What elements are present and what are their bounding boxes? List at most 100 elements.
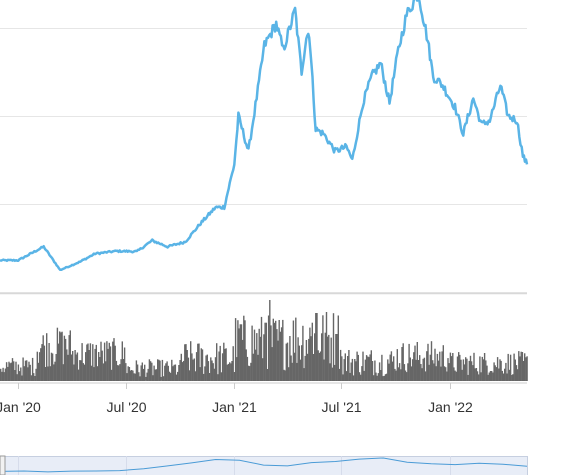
volume-bar <box>358 372 361 381</box>
volume-bar <box>461 369 463 381</box>
volume-bar <box>252 353 254 381</box>
volume-bar <box>321 333 323 381</box>
volume-bar <box>110 369 113 381</box>
volume-bar <box>141 362 143 381</box>
volume-bar <box>214 357 217 381</box>
volume-bar <box>245 349 247 381</box>
volume-bar <box>236 357 238 381</box>
volume-bar <box>175 374 178 381</box>
volume-bar <box>221 353 224 381</box>
volume-bar <box>361 366 363 381</box>
volume-bar <box>253 329 256 381</box>
navigator[interactable] <box>0 455 528 475</box>
volume-bar <box>99 357 101 381</box>
volume-bar <box>50 352 53 381</box>
volume-bar <box>512 374 514 381</box>
volume-bar <box>478 374 480 381</box>
volume-bar <box>144 364 146 381</box>
volume-bar <box>381 354 383 381</box>
volume-bar <box>126 373 128 381</box>
volume-bar <box>243 315 245 381</box>
volume-bar <box>148 359 151 381</box>
volume-bar <box>223 342 225 381</box>
volume-bar <box>496 357 499 381</box>
volume-bar <box>41 344 43 381</box>
volume-bar <box>363 370 365 381</box>
volume-bar <box>69 330 71 381</box>
volume-bar <box>230 363 232 381</box>
volume-bar <box>470 361 473 381</box>
volume-bar <box>406 372 408 381</box>
volume-series <box>0 300 528 381</box>
volume-bar <box>10 362 12 381</box>
volume-bar <box>57 343 60 381</box>
volume-bar <box>96 366 99 381</box>
volume-bar <box>18 371 21 381</box>
volume-bar <box>305 340 308 381</box>
volume-bar <box>33 373 35 381</box>
volume-bar <box>448 363 450 381</box>
volume-bar <box>172 366 174 381</box>
volume-bar <box>450 356 453 381</box>
volume-bar <box>227 363 230 381</box>
volume-bar <box>365 355 368 381</box>
volume-bar <box>473 352 475 381</box>
volume-bar <box>524 353 526 381</box>
volume-bar <box>515 365 518 381</box>
volume-bar <box>247 365 250 381</box>
x-tick-label: Jan '22 <box>428 399 473 415</box>
volume-bar <box>3 372 5 381</box>
volume-bar <box>398 363 401 381</box>
volume-bar <box>315 313 317 381</box>
volume-bar <box>394 368 396 381</box>
volume-bar <box>9 363 11 381</box>
volume-bar <box>465 357 467 381</box>
volume-bar <box>38 352 41 381</box>
volume-bar <box>469 355 472 381</box>
volume-bar <box>225 348 227 381</box>
volume-bar <box>356 351 358 381</box>
volume-bar <box>482 359 485 381</box>
volume-bar <box>132 370 134 381</box>
volume-bar <box>64 338 67 381</box>
volume-bar <box>354 359 356 381</box>
volume-bar <box>507 353 509 381</box>
volume-bar <box>195 352 198 381</box>
volume-bar <box>251 325 253 381</box>
volume-bar <box>387 359 389 381</box>
volume-bar <box>417 360 420 381</box>
volume-bar <box>166 361 168 381</box>
volume-bar <box>102 363 105 381</box>
volume-bar <box>272 318 274 381</box>
navigator-handle-left <box>0 455 6 475</box>
volume-bar <box>23 366 25 381</box>
volume-bar <box>414 345 416 381</box>
volume-bar <box>280 327 283 381</box>
volume-bar <box>107 348 109 381</box>
volume-bar <box>433 363 435 381</box>
volume-bar <box>35 368 37 381</box>
volume-bar <box>16 374 18 381</box>
volume-bar <box>525 357 527 381</box>
volume-bar <box>234 318 237 381</box>
volume-bar <box>188 370 191 381</box>
volume-bar <box>508 369 511 381</box>
volume-bar <box>338 368 341 381</box>
volume-bar <box>293 352 296 381</box>
volume-bar <box>86 344 88 381</box>
volume-bar <box>377 373 380 381</box>
volume-bar <box>200 348 202 381</box>
volume-bar <box>389 354 391 381</box>
volume-bar <box>314 333 316 381</box>
volume-bar <box>452 353 454 381</box>
volume-bar <box>178 365 180 381</box>
volume-bar <box>422 358 424 381</box>
x-axis: Jan '20 Jul '20 Jan '21 Jul '21 Jan '22 <box>0 382 527 415</box>
volume-bar <box>352 375 355 381</box>
volume-bar <box>397 367 400 381</box>
volume-bar <box>420 364 422 381</box>
volume-bar <box>373 375 375 381</box>
volume-bar <box>520 351 522 381</box>
volume-bar <box>238 328 240 381</box>
volume-bar <box>390 351 393 381</box>
